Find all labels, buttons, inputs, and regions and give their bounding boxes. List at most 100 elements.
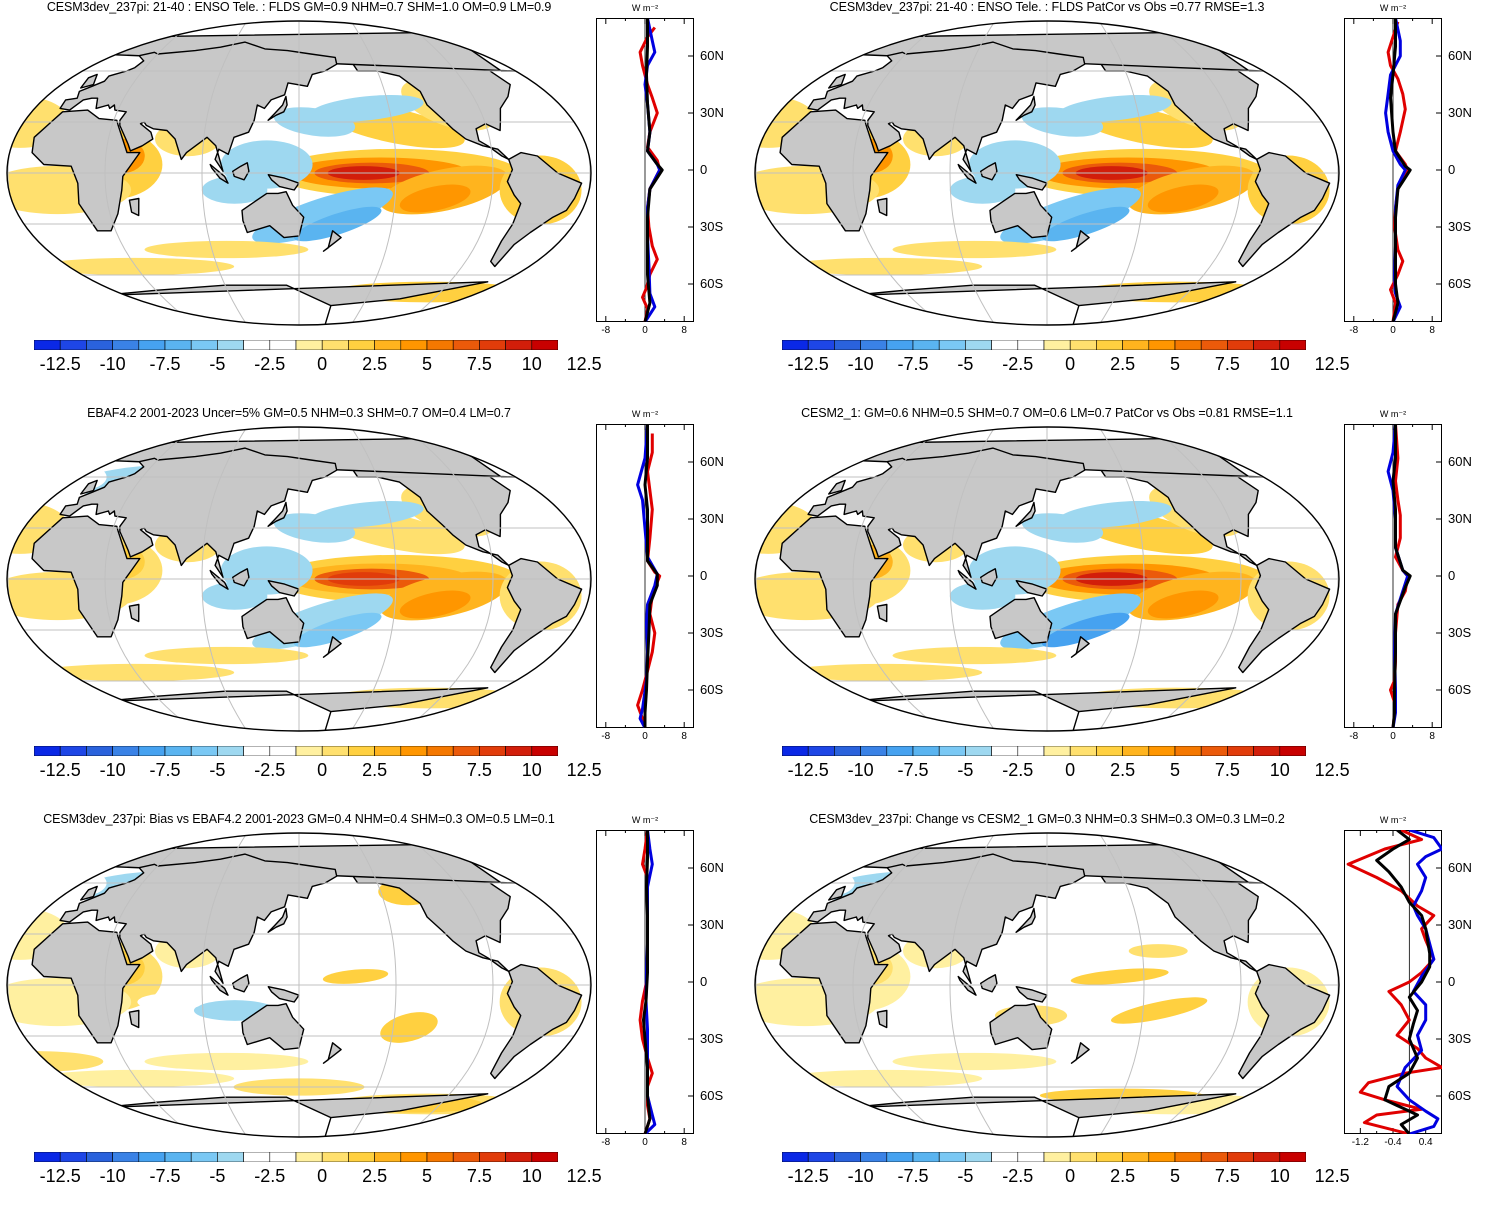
land-borneo: [232, 568, 250, 587]
colorbar-label: -5: [209, 1166, 226, 1186]
meridian-gridline: [852, 21, 945, 325]
colorbar-label: -12.5: [39, 354, 81, 374]
colorbar-label: -7.5: [897, 760, 929, 780]
colorbar-box: [269, 746, 297, 756]
land-japan: [267, 501, 288, 527]
colorbar-box: [782, 1152, 809, 1162]
colorbar-box: [1122, 746, 1150, 756]
meridian-gridline: [1149, 21, 1242, 325]
panel-title: EBAF4.2 2001-2023 Uncer=5% GM=0.5 NHM=0.…: [87, 406, 511, 420]
colorbar-box: [479, 340, 506, 350]
zonal-mean-line-2: [642, 830, 652, 1134]
land-new-guinea: [267, 174, 300, 191]
colorbar-label: 5: [1169, 760, 1180, 780]
colorbar: [34, 746, 558, 756]
map: [754, 426, 1340, 732]
panel-3: EBAF4.2 2001-2023 Uncer=5% GM=0.5 NHM=0.…: [0, 406, 740, 806]
land-borneo: [980, 974, 998, 993]
zonal-x-tick-label: 8: [681, 731, 687, 742]
lat-label: 60S: [1448, 276, 1472, 291]
colorbar-box: [479, 1152, 506, 1162]
land-britain: [828, 479, 846, 495]
lat-label: 60N: [700, 48, 724, 63]
colorbar-box: [1279, 746, 1306, 756]
colorbar-box: [452, 746, 480, 756]
zonal-x-tick-label: -8: [1349, 325, 1359, 336]
colorbar-label: 12.5: [1314, 760, 1350, 780]
colorbar-box: [400, 1152, 428, 1162]
colorbar-label: -7.5: [149, 1166, 181, 1186]
lat-label: 60S: [1448, 682, 1472, 697]
land-iceland: [827, 466, 845, 471]
land-madagascar: [128, 197, 140, 217]
colorbar-box: [1148, 1152, 1176, 1162]
colorbar-label: -5: [209, 760, 226, 780]
colorbar-box: [243, 746, 271, 756]
colorbar-box: [164, 340, 192, 350]
colorbar-label: 2.5: [1110, 1166, 1136, 1186]
colorbar-box: [531, 746, 558, 756]
zonal-x-tick-label: 0: [1390, 731, 1396, 742]
lat-label: 30N: [1448, 917, 1472, 932]
colorbar-box: [1122, 1152, 1150, 1162]
panel-title: CESM3dev_237pi: 21-40 : ENSO Tele. : FLD…: [829, 0, 1265, 14]
land-japan: [267, 907, 288, 933]
colorbar-box: [834, 746, 861, 756]
zonal-mean-line-1: [636, 424, 659, 728]
colorbar-box: [217, 1152, 244, 1162]
colorbar-box: [991, 1152, 1019, 1162]
panel-title: CESM2_1: GM=0.6 NHM=0.5 SHM=0.7 OM=0.6 L…: [801, 406, 1293, 420]
meridian-gridline: [949, 21, 997, 325]
colorbar-box: [834, 340, 861, 350]
colorbar-box: [1043, 1152, 1071, 1162]
anomaly-contour: [1165, 1010, 1215, 1028]
anomaly-contour: [892, 240, 1057, 259]
colorbar-box: [860, 1152, 888, 1162]
land-iceland: [79, 872, 97, 877]
colorbar-box: [1253, 746, 1281, 756]
colorbar-box: [1253, 340, 1281, 350]
colorbar-box: [374, 746, 402, 756]
land-iceland: [79, 60, 97, 65]
colorbar-box: [400, 340, 428, 350]
colorbar-label: 0: [317, 1166, 328, 1186]
colorbar-box: [782, 340, 809, 350]
land-borneo: [232, 162, 250, 181]
lat-label: 0: [700, 568, 708, 583]
colorbar-box: [374, 1152, 402, 1162]
lat-label: 30S: [700, 625, 724, 640]
land-new-guinea: [1015, 174, 1048, 191]
meridian-gridline: [349, 427, 397, 731]
colorbar-box: [34, 340, 61, 350]
meridian-gridline: [949, 833, 997, 1137]
colorbar-box: [86, 340, 113, 350]
lat-label: 30S: [1448, 219, 1472, 234]
colorbar-label: 10: [1269, 1166, 1290, 1186]
colorbar-box: [886, 1152, 914, 1162]
colorbar-box: [452, 340, 480, 350]
colorbar-label: -2.5: [1002, 760, 1034, 780]
colorbar-label: -10: [99, 1166, 126, 1186]
colorbar-box: [912, 340, 940, 350]
meridian-gridline: [201, 833, 249, 1137]
colorbar-box: [991, 746, 1019, 756]
panel-4: CESM2_1: GM=0.6 NHM=0.5 SHM=0.7 OM=0.6 L…: [748, 406, 1485, 806]
colorbar-box: [138, 340, 166, 350]
panel-5: CESM3dev_237pi: Bias vs EBAF4.2 2001-202…: [0, 812, 740, 1212]
zonal-x-tick-label: 0: [642, 1137, 648, 1148]
colorbar-box: [34, 1152, 61, 1162]
land-africa: [779, 109, 889, 232]
meridian-gridline: [401, 427, 494, 731]
meridian-gridline: [104, 21, 197, 325]
colorbar-box: [1200, 1152, 1228, 1162]
land-britain: [80, 73, 98, 89]
colorbar-label: 7.5: [466, 1166, 492, 1186]
colorbar-box: [426, 340, 454, 350]
colorbar-box: [112, 340, 140, 350]
land-australia: [241, 1003, 305, 1051]
lat-label: 30S: [700, 1031, 724, 1046]
anomaly-contour: [949, 176, 1016, 204]
colorbar: [782, 340, 1306, 350]
colorbar-label: 12.5: [566, 354, 602, 374]
zonal-x-tick-label: 0: [642, 731, 648, 742]
